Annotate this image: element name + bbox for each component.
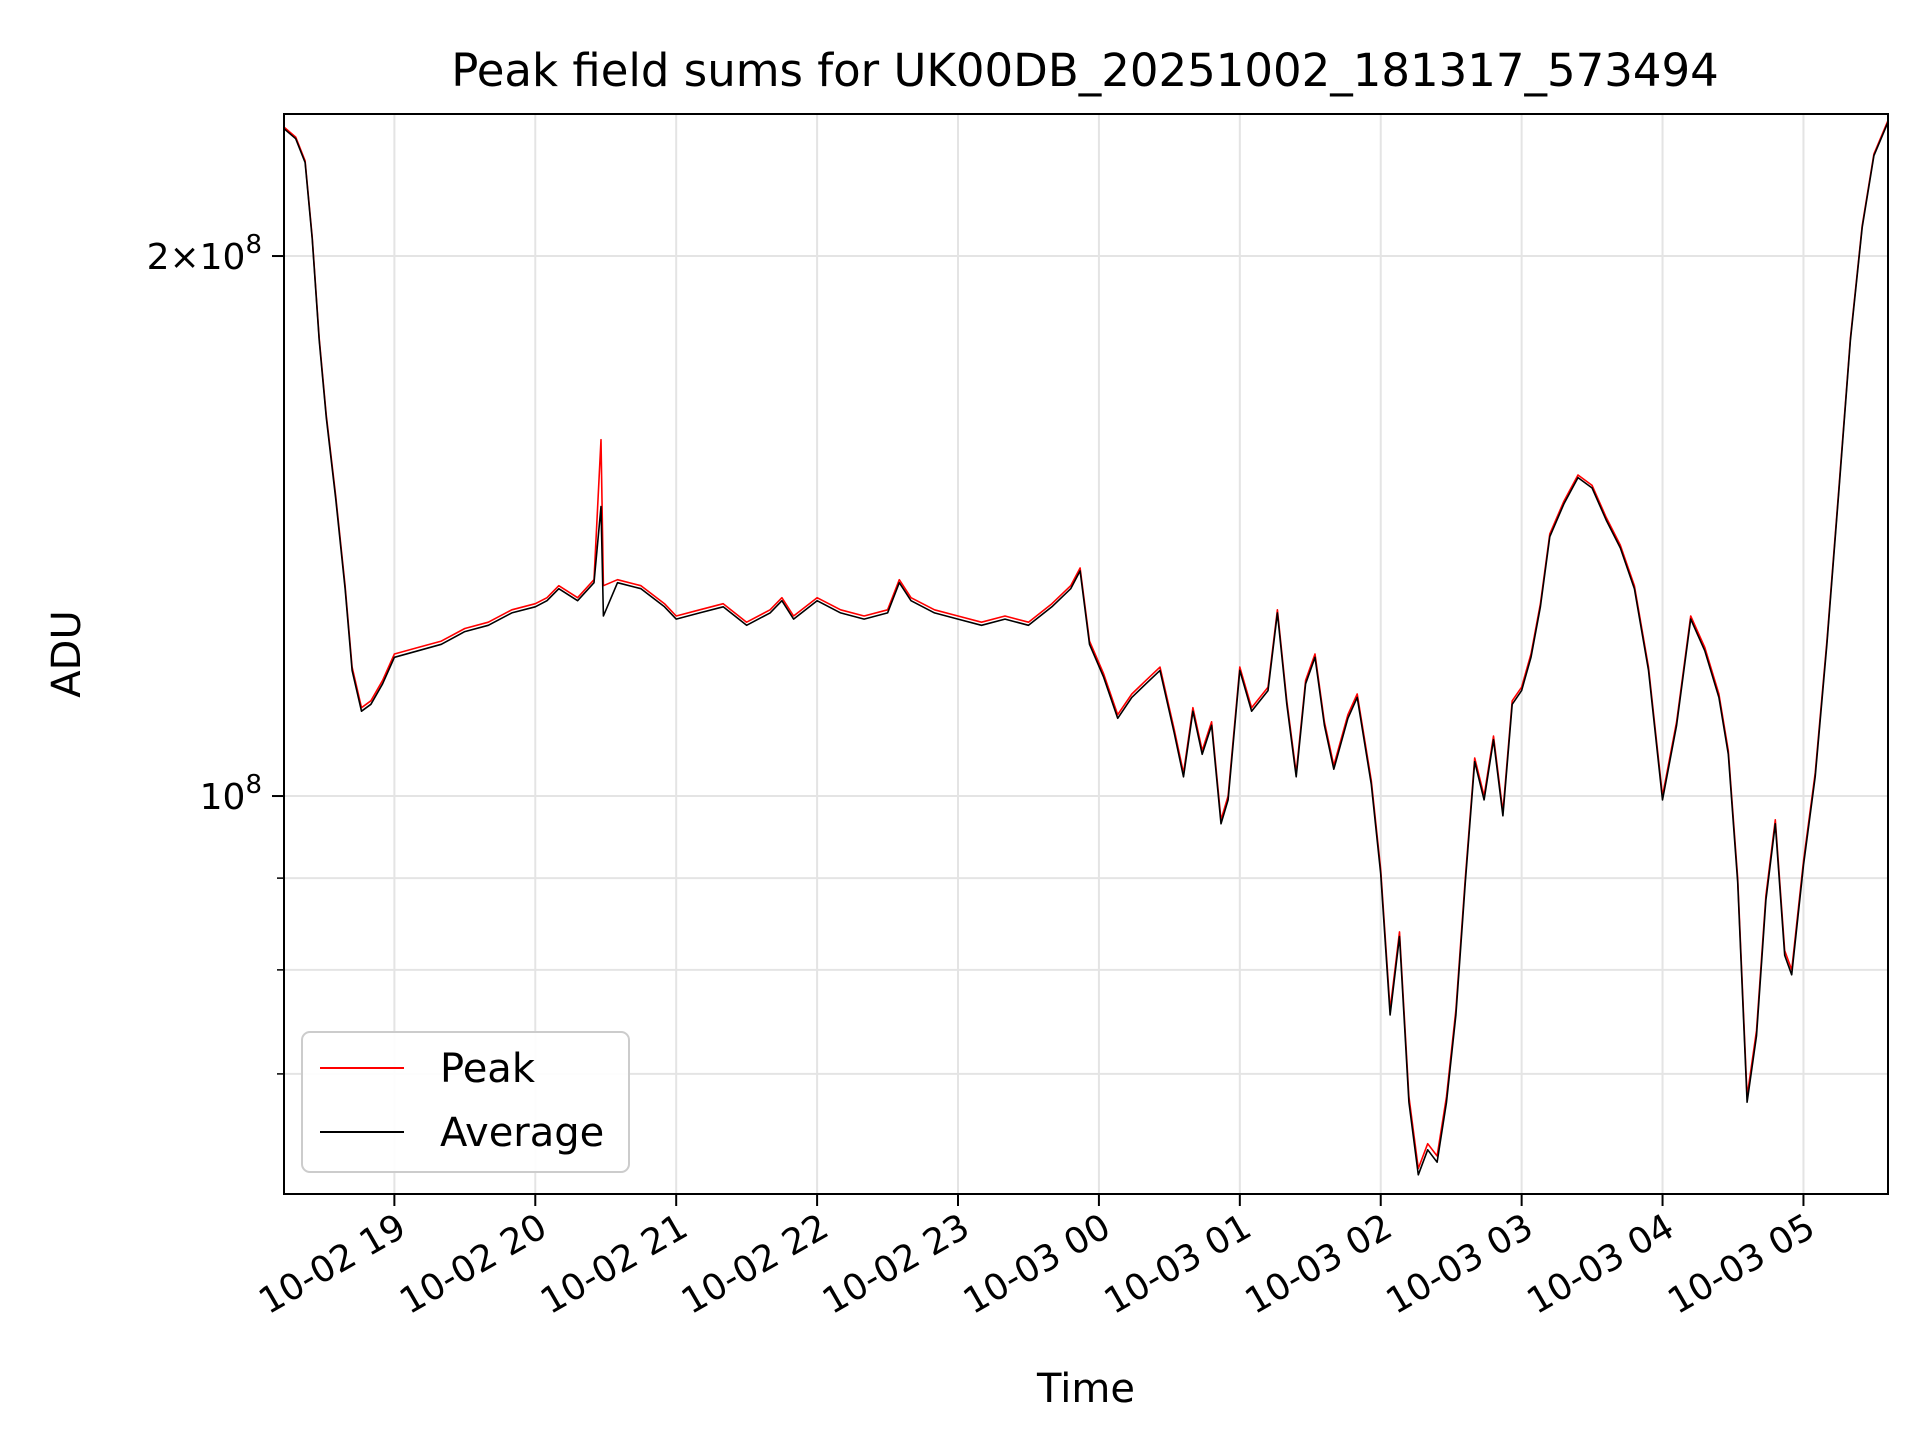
x-tick-label: 10-03 01 <box>1098 1206 1259 1322</box>
series-line-peak <box>283 120 1889 1170</box>
series-line-average <box>283 121 1889 1176</box>
x-tick-label: 10-02 21 <box>534 1206 695 1322</box>
legend-label-peak: Peak <box>440 1046 536 1092</box>
chart-title: Peak field sums for UK00DB_20251002_1813… <box>451 44 1719 97</box>
x-tick-label: 10-03 00 <box>957 1206 1118 1322</box>
y-axis: 108 2×108 <box>147 230 284 1075</box>
grid <box>284 114 1888 1194</box>
y-axis-label: ADU <box>44 610 90 697</box>
plot-frame <box>283 113 1889 1195</box>
x-tick-label: 10-03 03 <box>1379 1206 1540 1322</box>
y-tick-label: 108 <box>200 770 262 818</box>
x-tick-label: 10-02 19 <box>252 1206 413 1322</box>
x-axis-label: Time <box>1036 1366 1135 1412</box>
x-tick-label: 10-02 23 <box>816 1206 977 1322</box>
legend-label-average: Average <box>440 1110 604 1156</box>
x-tick-label: 10-03 05 <box>1661 1206 1822 1322</box>
series-layer <box>283 120 1889 1176</box>
y-tick-label: 2×108 <box>147 230 262 278</box>
x-tick-label: 10-03 04 <box>1520 1206 1681 1322</box>
x-tick-label: 10-03 02 <box>1239 1206 1400 1322</box>
x-tick-label: 10-02 20 <box>393 1206 554 1322</box>
x-tick-label: 10-02 22 <box>675 1206 836 1322</box>
legend: Peak Average <box>301 1031 630 1173</box>
